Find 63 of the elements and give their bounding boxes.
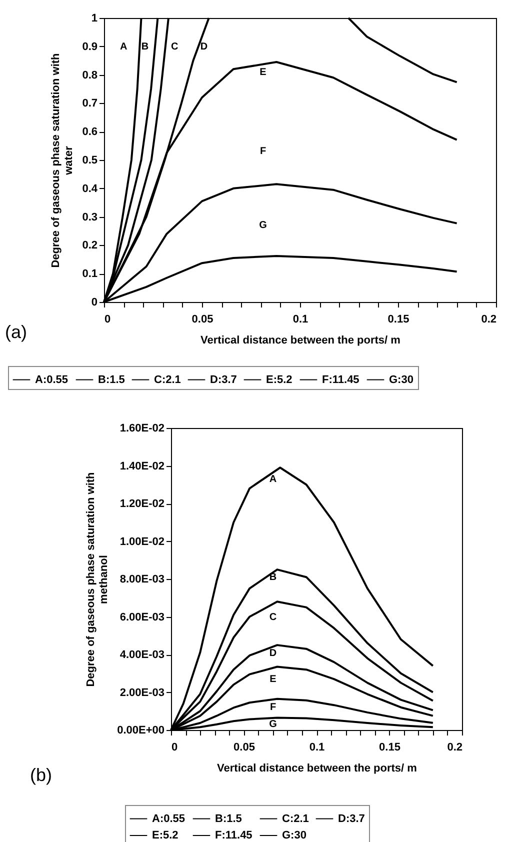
legend-label: B:1.5 bbox=[215, 812, 242, 825]
y-tick-label: 0.6 bbox=[82, 126, 98, 138]
y-tick-label: 1.00E-02 bbox=[120, 536, 164, 548]
y-tick-label: 0.2 bbox=[82, 240, 98, 252]
legend-label: C:2.1 bbox=[154, 374, 181, 386]
y-tick-label: 0.9 bbox=[82, 40, 98, 53]
x-tick-label: 0.1 bbox=[309, 742, 325, 754]
legend-label: A:0.55 bbox=[35, 374, 68, 386]
legend-label: F:11.45 bbox=[215, 830, 252, 842]
legend-label: D:3.7 bbox=[338, 812, 365, 825]
annotation: F bbox=[260, 146, 266, 157]
x-tick-label: 0.15 bbox=[379, 742, 400, 754]
y-tick-label: 0.4 bbox=[82, 182, 98, 195]
y-tick-label: 1.20E-02 bbox=[120, 498, 164, 510]
y-tick-label: 1.60E-02 bbox=[120, 422, 164, 434]
annotation: A bbox=[269, 474, 277, 485]
legend-label: E:5.2 bbox=[266, 374, 292, 386]
text: (a) bbox=[5, 322, 27, 342]
text: (b) bbox=[30, 765, 52, 785]
y-tick-label: 4.00E-03 bbox=[120, 649, 164, 661]
annotation: D bbox=[200, 41, 208, 52]
legend-label: A:0.55 bbox=[152, 812, 186, 825]
legend-label: F:11.45 bbox=[322, 374, 360, 386]
x-tick-label: 0.1 bbox=[292, 314, 308, 326]
x-tick-label: 0 bbox=[172, 742, 178, 754]
x-tick-label: 0.05 bbox=[192, 314, 214, 326]
annotation: E bbox=[270, 674, 277, 685]
y-tick-label: 0.1 bbox=[82, 268, 98, 280]
y-axis-title: Degree of gaseous phase saturation with water bbox=[50, 52, 76, 268]
x-tick-label: 0.15 bbox=[388, 314, 410, 326]
x-tick-label: 0.2 bbox=[447, 742, 462, 754]
annotation: B bbox=[141, 41, 149, 52]
x-axis-title: Vertical distance between the ports/ m bbox=[200, 334, 401, 346]
x-tick-label: 0.2 bbox=[481, 314, 496, 326]
legend-label: E:5.2 bbox=[152, 830, 178, 842]
annotation: E bbox=[260, 67, 267, 78]
y-tick-label: 0.3 bbox=[82, 211, 98, 224]
annotation: A bbox=[120, 41, 128, 52]
annotation: G bbox=[259, 220, 268, 231]
x-tick-label: 0.05 bbox=[234, 742, 255, 754]
annotation: G bbox=[269, 719, 278, 730]
y-tick-label: 0 bbox=[91, 296, 98, 308]
annotation: C bbox=[269, 612, 277, 623]
y-tick-label: 8.00E-03 bbox=[120, 574, 164, 586]
y-tick-label: 0.00E+00 bbox=[117, 724, 164, 736]
annotation: F bbox=[270, 702, 276, 713]
y-tick-label: 6.00E-03 bbox=[120, 611, 164, 624]
annotation: D bbox=[269, 648, 277, 659]
y-tick-label: 0.8 bbox=[82, 69, 98, 82]
legend-label: G:30 bbox=[389, 374, 414, 386]
legend-label: B:1.5 bbox=[98, 374, 125, 386]
y-tick-label: 1.40E-02 bbox=[120, 460, 164, 472]
x-tick-label: 0 bbox=[104, 314, 111, 326]
legend-label: D:3.7 bbox=[210, 374, 237, 386]
x-axis-title: Vertical distance between the ports/ m bbox=[217, 762, 418, 774]
legend-label: C:2.1 bbox=[282, 812, 309, 825]
legend-label: G:30 bbox=[282, 830, 306, 842]
y-tick-label: 0.5 bbox=[82, 154, 98, 166]
annotation: C bbox=[170, 41, 178, 52]
y-tick-label: 2.00E-03 bbox=[120, 686, 164, 699]
y-tick-label: 1 bbox=[91, 12, 98, 24]
y-tick-label: 0.7 bbox=[82, 98, 98, 110]
y-axis-title: Degree of gaseous phase saturation with methanol bbox=[85, 472, 110, 687]
